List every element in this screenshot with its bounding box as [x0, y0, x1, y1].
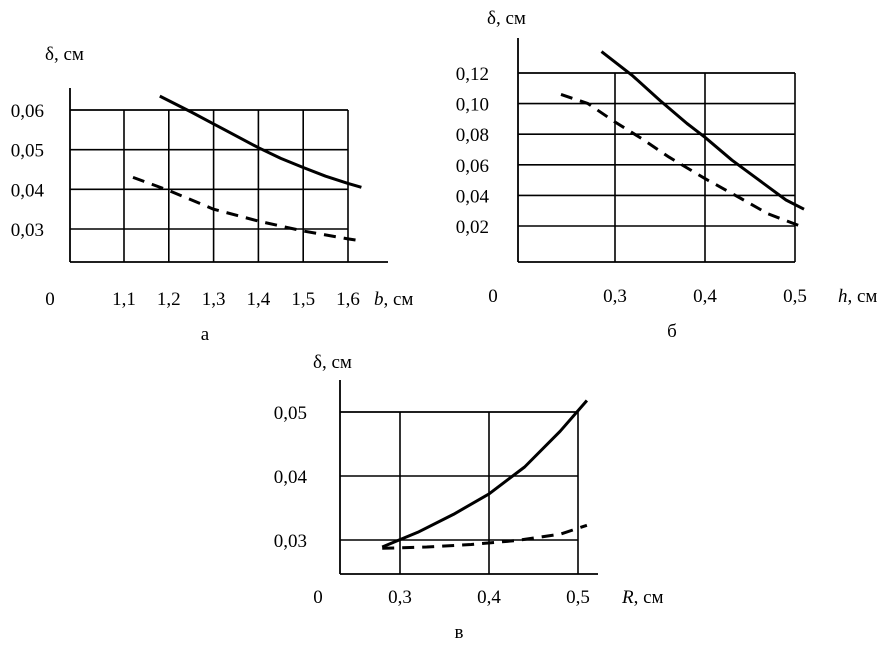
- panel-a-x-tick-label-1: 1,2: [157, 289, 181, 310]
- panel-letter-c: в: [455, 622, 464, 643]
- panel-c-x-tick-label-0: 0,3: [388, 587, 412, 608]
- panel-a-xlabel: b, см: [374, 289, 413, 310]
- panel-b-y-tick-label-1: 0,04: [456, 186, 490, 207]
- panel-b-ylabel: δ, см: [487, 8, 526, 29]
- panel-a-x-tick-label-3: 1,4: [247, 289, 271, 310]
- panel-letter-a: а: [201, 324, 210, 345]
- panel-a-x-tick-label-5: 1,6: [336, 289, 360, 310]
- panel-c-xlabel-unit: , см: [634, 587, 664, 608]
- panel-b-xlabel: h, см: [838, 286, 877, 307]
- panel-b-x-tick-label-2: 0,5: [783, 286, 807, 307]
- panel-b-xlabel-var: h: [838, 286, 848, 307]
- panel-b-origin-label: 0: [488, 286, 498, 307]
- panel-c-series-dashed-line: [382, 523, 588, 550]
- panel-b: δ, см 0 h, см б 0,3 0,4 0,5 0,02 0,04 0,06 0,0…: [456, 8, 878, 342]
- panel-c-y-tick-label-0: 0,03: [274, 531, 307, 552]
- panel-a-y-tick-label-3: 0,06: [11, 101, 44, 122]
- panel-c-x-tick-label-2: 0,5: [566, 587, 590, 608]
- panel-a: δ, см 0 b, см а 1,1 1,2 1,3 1,4 1,5 1,6 0,03 0,…: [11, 44, 414, 345]
- panel-c-y-tick-label-2: 0,05: [274, 403, 307, 424]
- panel-a-series-solid-line: [159, 94, 362, 189]
- panel-letter-b: б: [667, 321, 677, 342]
- panel-a-y-tick-label-0: 0,03: [11, 220, 44, 241]
- panel-a-x-tick-label-4: 1,5: [291, 289, 315, 310]
- panel-a-x-tick-label-0: 1,1: [112, 289, 136, 310]
- panel-a-xlabel-var: b: [374, 289, 384, 310]
- panel-c-xlabel: R, см: [621, 587, 664, 608]
- panel-b-x-tick-label-1: 0,4: [693, 286, 717, 307]
- panel-a-series-dashed-line: [132, 175, 362, 243]
- panel-a-ylabel: δ, см: [45, 44, 84, 65]
- panel-b-y-tick-label-2: 0,06: [456, 156, 489, 177]
- panel-c-ylabel: δ, см: [313, 352, 352, 373]
- panel-c-series-solid-line: [381, 399, 589, 549]
- panel-a-origin-label: 0: [45, 289, 55, 310]
- panel-b-y-tick-label-3: 0,08: [456, 125, 489, 146]
- panel-b-xlabel-unit: , см: [848, 286, 878, 307]
- panel-b-series-dashed-line: [560, 92, 805, 229]
- panel-a-xlabel-unit: , см: [384, 289, 414, 310]
- panel-a-y-tick-label-1: 0,04: [11, 180, 45, 201]
- panel-c-y-tick-label-1: 0,04: [274, 467, 308, 488]
- panel-b-x-tick-label-0: 0,3: [603, 286, 627, 307]
- panel-b-y-tick-label-5: 0,12: [456, 64, 489, 85]
- panel-a-x-tick-label-2: 1,3: [202, 289, 226, 310]
- panel-c-origin-label: 0: [313, 587, 323, 608]
- panel-c-xlabel-var: R: [621, 587, 634, 608]
- panel-c-x-tick-label-1: 0,4: [477, 587, 501, 608]
- panel-b-y-tick-label-4: 0,10: [456, 95, 489, 116]
- panel-b-y-tick-label-0: 0,02: [456, 217, 489, 238]
- panel-b-series-solid-line: [600, 50, 805, 211]
- panel-a-y-tick-label-2: 0,05: [11, 141, 44, 162]
- panel-c: δ, см 0 R, см в 0,3 0,4 0,5 0,03 0,04 0,05: [274, 352, 664, 643]
